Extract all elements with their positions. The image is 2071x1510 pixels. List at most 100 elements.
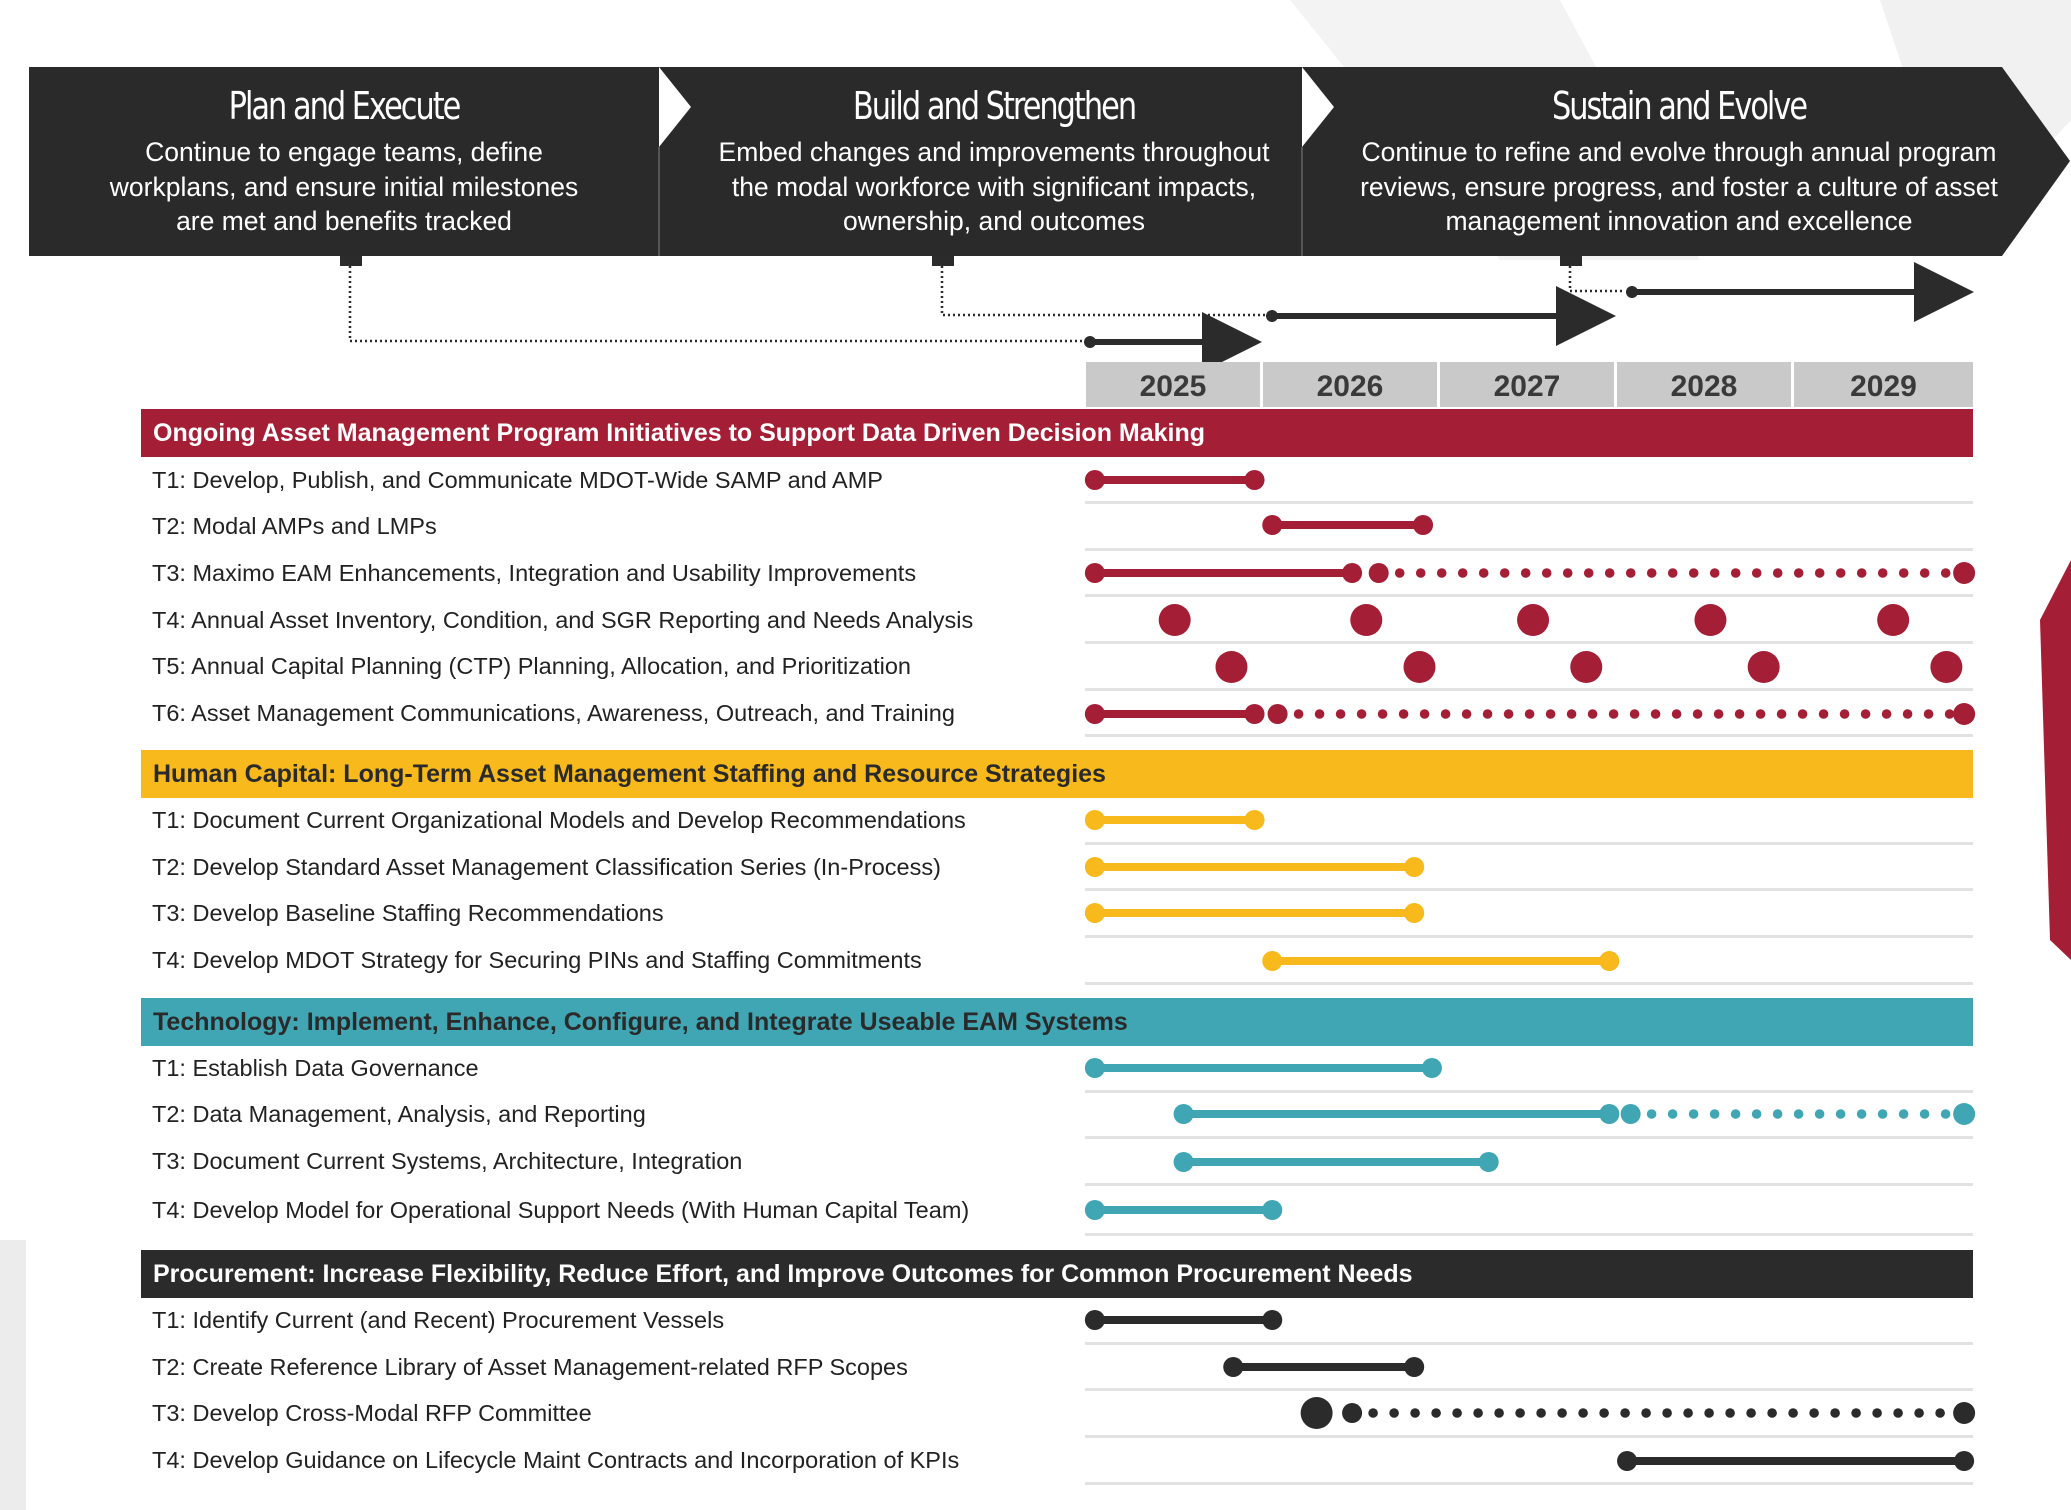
ongoing-dot [1797, 709, 1808, 719]
ongoing-dot [1860, 709, 1871, 719]
task-bar-end [1262, 1310, 1283, 1330]
category-header-program: Ongoing Asset Management Program Initiat… [141, 409, 1973, 457]
row-divider [1085, 501, 1973, 504]
task-label: T5: Annual Capital Planning (CTP) Planni… [152, 653, 911, 679]
phase-arrows [29, 67, 2070, 256]
category-header-human-capital: Human Capital: Long-Term Asset Managemen… [141, 750, 1973, 798]
row-divider [1085, 688, 1973, 691]
task-label: T4: Develop Guidance on Lifecycle Maint … [152, 1447, 960, 1473]
task-bar-end [1342, 563, 1363, 583]
task-bar-start [1173, 1152, 1194, 1172]
connector-dotted [940, 266, 1265, 317]
ongoing-dot [1436, 568, 1447, 578]
connector-start-dot [1084, 336, 1096, 348]
ongoing-dot [1398, 709, 1409, 719]
milestone-dot [1350, 604, 1383, 636]
ongoing-dot [1587, 709, 1598, 719]
phase-desc-line: the modal workforce with significant imp… [731, 171, 1257, 202]
year-header-2028: 2028 [1617, 362, 1791, 407]
ongoing-start [1620, 1104, 1641, 1124]
ongoing-end [1953, 1103, 1976, 1125]
ongoing-dot [1578, 1408, 1588, 1418]
task-bar-end [1262, 1200, 1283, 1220]
ongoing-dot [1877, 1109, 1888, 1119]
year-header-2025: 2025 [1086, 362, 1260, 407]
task-bar-start [1084, 470, 1105, 490]
phase-description: Embed changes and improvements throughou… [679, 135, 1309, 239]
ongoing-dot [1688, 1109, 1699, 1119]
ongoing-dot [1625, 568, 1636, 578]
ongoing-dot [1545, 709, 1556, 719]
row-divider [1085, 842, 1973, 845]
ongoing-dot [1389, 1408, 1399, 1418]
phase-desc-line: Continue to refine and evolve through an… [1361, 137, 1997, 167]
row-divider [1085, 641, 1973, 644]
phase-desc-line: are met and benefits tracked [176, 206, 512, 236]
ongoing-dot [1599, 1408, 1609, 1418]
ongoing-dot [1940, 568, 1951, 578]
ongoing-dot [1650, 709, 1661, 719]
ongoing-dot [1515, 1408, 1525, 1418]
category-header-procurement: Procurement: Increase Flexibility, Reduc… [141, 1250, 1973, 1298]
milestone-dot [1517, 604, 1550, 636]
ongoing-dot [1536, 1408, 1546, 1418]
ongoing-dot [1662, 1408, 1672, 1418]
connector-start-dot [1266, 310, 1278, 322]
row-divider [1085, 982, 1973, 985]
row-divider [1085, 1136, 1973, 1139]
task-bar-start [1084, 1058, 1105, 1078]
ongoing-dot [1734, 709, 1745, 719]
ongoing-dot [1814, 568, 1825, 578]
task-label: T2: Modal AMPs and LMPs [152, 513, 437, 539]
milestone-dot [1877, 604, 1910, 636]
ongoing-dot [1772, 1109, 1783, 1119]
ongoing-dot [1713, 709, 1724, 719]
row-divider [1085, 1482, 1973, 1485]
ongoing-start [1267, 704, 1288, 724]
ongoing-dot [1902, 709, 1913, 719]
task-label: T1: Document Current Organizational Mode… [152, 807, 966, 833]
ongoing-start [1368, 563, 1389, 583]
task-bar-start [1084, 1200, 1105, 1220]
ongoing-dot [1898, 1109, 1909, 1119]
ongoing-dot [1431, 1408, 1441, 1418]
category-header-technology: Technology: Implement, Enhance, Configur… [141, 998, 1973, 1046]
ongoing-dot [1881, 709, 1892, 719]
row-divider [1085, 1388, 1973, 1391]
ongoing-dot [1499, 568, 1510, 578]
ongoing-dot [1419, 709, 1430, 719]
task-bar-end [1413, 515, 1434, 535]
phase-sustain-evolve: Sustain and Evolve Continue to refine an… [1319, 67, 2039, 256]
ongoing-dot [1919, 1109, 1930, 1119]
row-divider [1085, 888, 1973, 891]
ongoing-dot [1856, 568, 1867, 578]
ongoing-dot [1893, 1408, 1903, 1418]
ongoing-dot [1751, 1109, 1762, 1119]
task-bar-end [1478, 1152, 1499, 1172]
row-divider [1085, 734, 1973, 737]
row-divider [1085, 1183, 1973, 1186]
row-divider [1085, 935, 1973, 938]
task-label: T4: Annual Asset Inventory, Condition, a… [152, 607, 974, 633]
phase-desc-line: Continue to engage teams, define [145, 137, 543, 167]
task-label: T4: Develop MDOT Strategy for Securing P… [152, 947, 922, 973]
task-bar-end [1244, 470, 1265, 490]
ongoing-dot [1688, 568, 1699, 578]
ongoing-dot [1440, 709, 1451, 719]
ongoing-dot [1482, 709, 1493, 719]
ongoing-dot [1944, 709, 1955, 719]
task-bar-start [1084, 903, 1105, 923]
row-divider [1085, 1090, 1973, 1093]
ongoing-end [1953, 703, 1976, 725]
row-divider [1085, 1233, 1973, 1236]
ongoing-dot [1835, 568, 1846, 578]
task-label: T3: Develop Baseline Staffing Recommenda… [152, 900, 664, 926]
connector-start-dot [1626, 286, 1638, 298]
ongoing-dot [1541, 568, 1552, 578]
ongoing-dot [1877, 568, 1888, 578]
task-bar-end [1244, 704, 1265, 724]
milestone-dot [1930, 651, 1963, 683]
ongoing-dot [1314, 709, 1325, 719]
ongoing-dot [1830, 1408, 1840, 1418]
